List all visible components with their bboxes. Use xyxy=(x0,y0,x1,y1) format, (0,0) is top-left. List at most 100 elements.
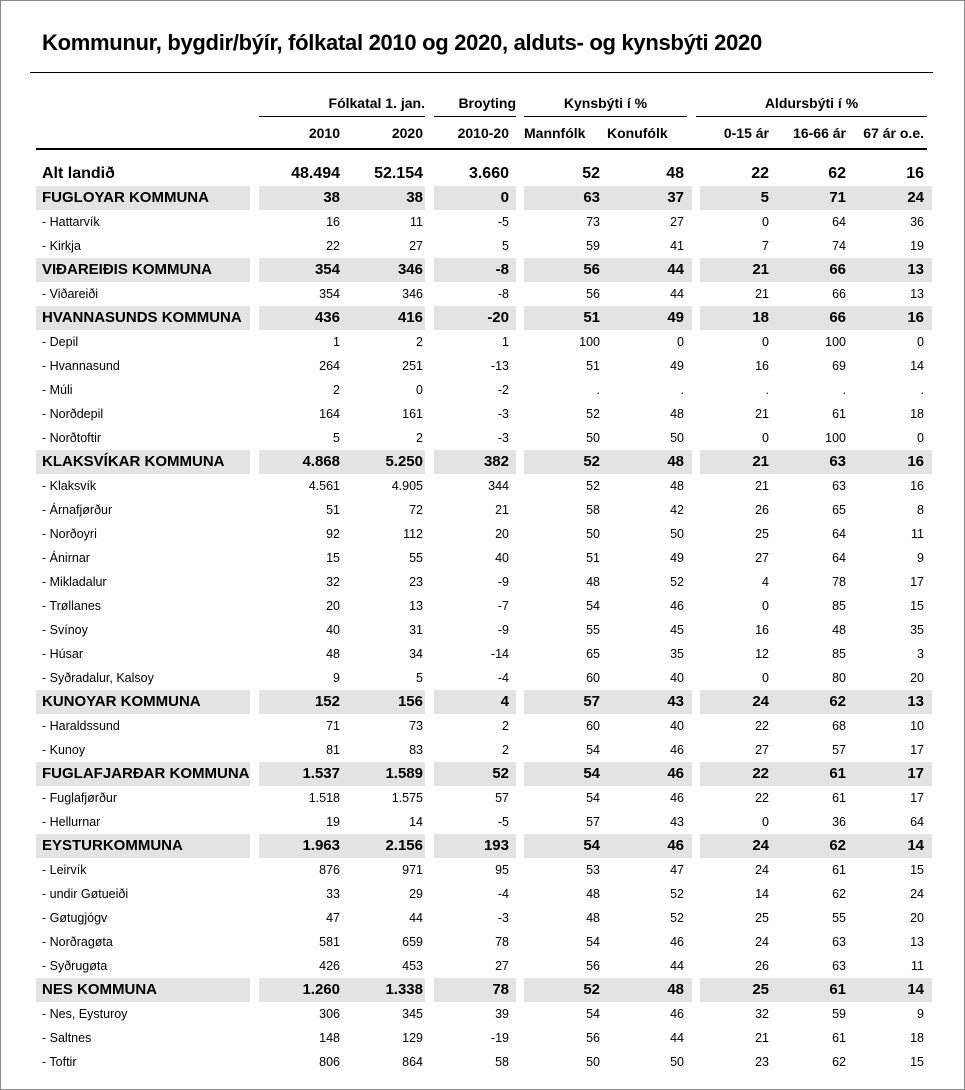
column-gap xyxy=(250,762,259,786)
row-label: EYSTURKOMMUNA xyxy=(36,834,250,858)
column-gap xyxy=(516,882,524,906)
age-0-15-cell: 26 xyxy=(755,959,769,973)
age-0-15-cell: 21 xyxy=(700,450,777,474)
column-gap xyxy=(516,642,524,666)
pop-2010-cell: 2 xyxy=(333,383,340,397)
change-cell: 2 xyxy=(502,719,509,733)
column-gap xyxy=(250,258,259,282)
row-label: - Syðradalur, Kalsoy xyxy=(42,671,154,685)
column-gap xyxy=(250,594,259,618)
female-pct-cell: 40 xyxy=(670,671,684,685)
column-gap xyxy=(425,714,434,738)
column-gap xyxy=(425,810,434,834)
column-gap xyxy=(516,162,524,186)
column-gap xyxy=(516,282,524,306)
column-gap xyxy=(250,978,259,1002)
change-cell: 20 xyxy=(495,527,509,541)
age-67-plus-cell: 13 xyxy=(854,258,932,282)
pop-2020-cell: 112 xyxy=(403,527,423,541)
change-cell: 95 xyxy=(495,863,509,877)
row-label: - Toftir xyxy=(42,1055,77,1069)
column-gap xyxy=(250,354,259,378)
pop-2010-cell: 33 xyxy=(326,887,340,901)
table-row: - Klaksvík 4.561 4.905 344 52 48 21 63 16 xyxy=(36,474,932,498)
pop-2020-cell: 346 xyxy=(343,258,425,282)
table-row: - Norðragøta 581 659 78 54 46 24 63 13 xyxy=(36,930,932,954)
municipality-row: KLAKSVÍKAR KOMMUNA 4.868 5.250 382 52 48 21 63 1… xyxy=(36,450,932,474)
population-table: Alt landið 48.494 52.154 3.660 52 48 22 62 16 FUG… xyxy=(36,162,932,1074)
column-gap xyxy=(425,546,434,570)
change-cell: 52 xyxy=(434,762,516,786)
change-cell: -8 xyxy=(434,258,516,282)
column-gap xyxy=(250,570,259,594)
municipality-row: VIÐAREIÐIS KOMMUNA 354 346 -8 56 44 21 66 13 xyxy=(36,258,932,282)
change-cell: 5 xyxy=(502,239,509,253)
pop-2020-cell: 416 xyxy=(343,306,425,330)
column-gap xyxy=(692,258,700,282)
pop-2010-cell: 4.868 xyxy=(259,450,343,474)
age-16-66-cell: 78 xyxy=(832,575,846,589)
column-gap xyxy=(250,1050,259,1074)
group-header-folkatal: Fólkatal 1. jan. xyxy=(259,94,425,117)
table-row: - undir Gøtueiði 33 29 -4 48 52 14 62 24 xyxy=(36,882,932,906)
pop-2020-cell: 156 xyxy=(343,690,425,714)
age-67-plus-cell: 13 xyxy=(854,690,932,714)
column-gap xyxy=(250,402,259,426)
age-67-plus-cell: 15 xyxy=(910,863,924,877)
column-gap xyxy=(516,762,524,786)
column-gap xyxy=(425,786,434,810)
table-row: - Norðoyri 92 112 20 50 50 25 64 11 xyxy=(36,522,932,546)
column-gap xyxy=(250,498,259,522)
total-row: Alt landið 48.494 52.154 3.660 52 48 22 62 16 xyxy=(36,162,932,186)
male-pct-cell: 57 xyxy=(586,815,600,829)
column-gap xyxy=(692,762,700,786)
pop-2010-cell: 51 xyxy=(326,503,340,517)
female-pct-cell: 49 xyxy=(670,359,684,373)
change-cell: 78 xyxy=(495,935,509,949)
female-pct-cell: 48 xyxy=(670,407,684,421)
column-gap xyxy=(425,162,434,186)
row-label: - Trøllanes xyxy=(42,599,102,613)
column-gap xyxy=(516,954,524,978)
male-pct-cell: 60 xyxy=(586,719,600,733)
row-label: - Norðoyri xyxy=(42,527,97,541)
column-gap xyxy=(516,186,524,210)
pop-2020-cell: 14 xyxy=(409,815,423,829)
age-67-plus-cell: 11 xyxy=(911,959,924,973)
change-cell: -20 xyxy=(434,306,516,330)
column-gap xyxy=(692,690,700,714)
age-0-15-cell: 24 xyxy=(700,834,777,858)
column-gap xyxy=(516,354,524,378)
pop-2010-cell: 426 xyxy=(319,959,340,973)
change-cell: -3 xyxy=(497,407,509,421)
table-row: - Norðdepil 164 161 -3 52 48 21 61 18 xyxy=(36,402,932,426)
change-cell: 40 xyxy=(495,551,509,565)
female-pct-cell: 52 xyxy=(670,887,684,901)
pop-2010-cell: 354 xyxy=(259,258,343,282)
table-row: - Norðtoftir 5 2 -3 50 50 0 100 0 xyxy=(36,426,932,450)
table-row: - Haraldssund 71 73 2 60 40 22 68 10 xyxy=(36,714,932,738)
column-gap xyxy=(516,474,524,498)
pop-2020-cell: 345 xyxy=(402,1007,423,1021)
female-pct-cell: 40 xyxy=(670,719,684,733)
column-gap xyxy=(692,546,700,570)
pop-2020-cell: 129 xyxy=(402,1031,423,1045)
age-67-plus-cell: . xyxy=(920,383,924,397)
male-pct-cell: 54 xyxy=(586,935,600,949)
column-gap xyxy=(692,642,700,666)
pop-2010-cell: 436 xyxy=(259,306,343,330)
row-label: VIÐAREIÐIS KOMMUNA xyxy=(36,258,250,282)
column-gap xyxy=(692,738,700,762)
column-gap xyxy=(692,522,700,546)
column-gap xyxy=(425,378,434,402)
column-gap xyxy=(425,594,434,618)
age-16-66-cell: 74 xyxy=(832,239,846,253)
change-cell: 1 xyxy=(502,335,509,349)
age-67-plus-cell: 13 xyxy=(910,287,924,301)
age-0-15-cell: 4 xyxy=(762,575,769,589)
column-gap xyxy=(250,162,259,186)
pop-2020-cell: 346 xyxy=(402,287,423,301)
column-gap xyxy=(516,570,524,594)
column-gap xyxy=(692,978,700,1002)
column-gap xyxy=(250,522,259,546)
